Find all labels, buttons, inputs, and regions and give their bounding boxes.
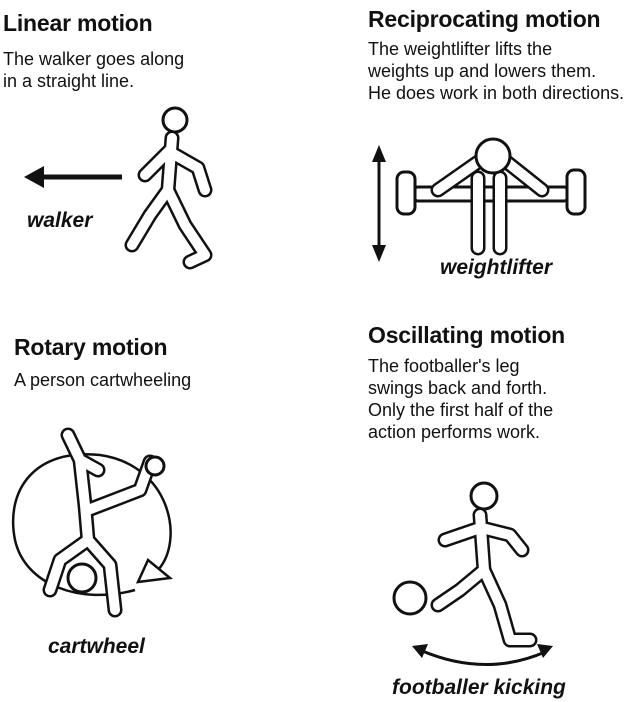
- walker-caption: walker: [27, 209, 93, 232]
- reciprocating-motion-title: Reciprocating motion: [368, 6, 601, 32]
- down-arrow-head: [372, 245, 386, 262]
- football-icon: [392, 580, 428, 616]
- linear-motion-description: The walker goes along in a straight line…: [3, 48, 184, 92]
- description-line: A person cartwheeling: [14, 370, 192, 390]
- linear-motion-title: Linear motion: [3, 10, 153, 36]
- description-line: Only the first half of the: [368, 400, 554, 420]
- description-line: swings back and forth.: [368, 378, 548, 398]
- description-line: action performs work.: [368, 422, 541, 442]
- rotary-motion-description: A person cartwheeling: [14, 369, 191, 391]
- rotary-motion-title: Rotary motion: [14, 334, 168, 360]
- description-line: The walker goes along: [3, 49, 185, 69]
- description-line: weights up and lowers them.: [368, 61, 597, 81]
- description-line: He does work in both directions.: [368, 83, 625, 103]
- walker-body: [124, 106, 213, 270]
- swing-arrow-right-head: [537, 644, 553, 658]
- swing-arrow-left-head: [412, 644, 428, 658]
- weightlifter-body: [395, 137, 587, 256]
- up-arrow-head: [372, 145, 386, 162]
- rotation-arrow-head: [135, 558, 174, 584]
- footballer-caption: footballer kicking: [392, 676, 566, 699]
- weightlifter-caption: weightlifter: [440, 256, 553, 279]
- cartwheel-body: [42, 427, 166, 618]
- description-line: The footballer's leg: [368, 356, 520, 376]
- reciprocating-motion-description: The weightlifter lifts the weights up an…: [368, 38, 624, 104]
- description-line: in a straight line.: [3, 71, 135, 91]
- cartwheel-caption: cartwheel: [48, 635, 145, 658]
- footballer-body: [430, 481, 538, 648]
- swing-arrow-path: [419, 648, 546, 666]
- oscillating-motion-description: The footballer's leg swings back and for…: [368, 355, 553, 443]
- description-line: The weightlifter lifts the: [368, 39, 553, 59]
- oscillating-motion-title: Oscillating motion: [368, 322, 566, 348]
- left-arrow-head: [24, 166, 44, 188]
